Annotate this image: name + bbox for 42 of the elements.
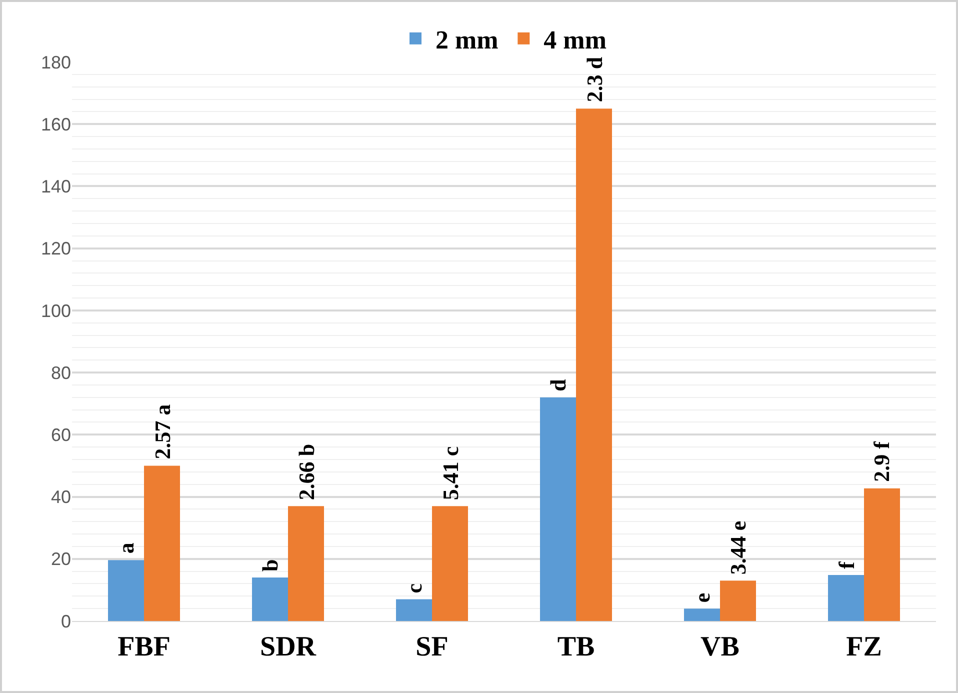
annotation: b bbox=[257, 559, 282, 572]
annotation: 3.44 e bbox=[725, 520, 750, 575]
y-tick-label: 60 bbox=[50, 424, 71, 445]
annotation: 2.3 d bbox=[582, 56, 607, 102]
x-tick-label: SDR bbox=[260, 632, 317, 663]
x-tick-label: FZ bbox=[846, 632, 882, 663]
x-tick-label: VB bbox=[700, 632, 740, 663]
bar bbox=[432, 506, 468, 621]
bar bbox=[288, 506, 324, 621]
y-tick-label: 20 bbox=[50, 549, 71, 570]
y-tick-label: 100 bbox=[40, 300, 71, 321]
annotation: d bbox=[546, 379, 571, 392]
y-tick-label: 40 bbox=[50, 487, 71, 508]
bar bbox=[684, 608, 720, 621]
y-tick-label: 120 bbox=[40, 238, 71, 259]
bar bbox=[720, 580, 756, 621]
y-tick-label: 180 bbox=[40, 52, 71, 72]
bar bbox=[576, 108, 612, 621]
annotation: 5.41 c bbox=[438, 446, 463, 500]
bar bbox=[252, 578, 288, 621]
bar bbox=[828, 575, 864, 621]
annotation: e bbox=[689, 592, 714, 603]
bar bbox=[864, 488, 900, 621]
annotation: a bbox=[113, 542, 138, 554]
annotation: 2.9 f bbox=[869, 440, 894, 482]
x-tick-label: FBF bbox=[118, 632, 170, 663]
bar bbox=[108, 560, 144, 621]
legend-label: 4 mm bbox=[544, 26, 607, 55]
annotation: 2.57 a bbox=[150, 404, 175, 460]
y-tick-label: 140 bbox=[40, 176, 71, 197]
y-tick-label: 80 bbox=[50, 362, 71, 383]
annotation: 2.66 b bbox=[294, 444, 319, 500]
bar bbox=[144, 466, 180, 621]
annotation: f bbox=[834, 561, 859, 570]
bar bbox=[396, 599, 432, 621]
legend-label: 2 mm bbox=[436, 26, 499, 55]
y-tick-label: 0 bbox=[60, 611, 71, 632]
y-tick-label: 160 bbox=[40, 114, 71, 134]
x-tick-label: SF bbox=[416, 632, 448, 663]
annotation: c bbox=[402, 583, 427, 594]
bar bbox=[540, 397, 576, 621]
x-tick-label: TB bbox=[557, 632, 595, 663]
